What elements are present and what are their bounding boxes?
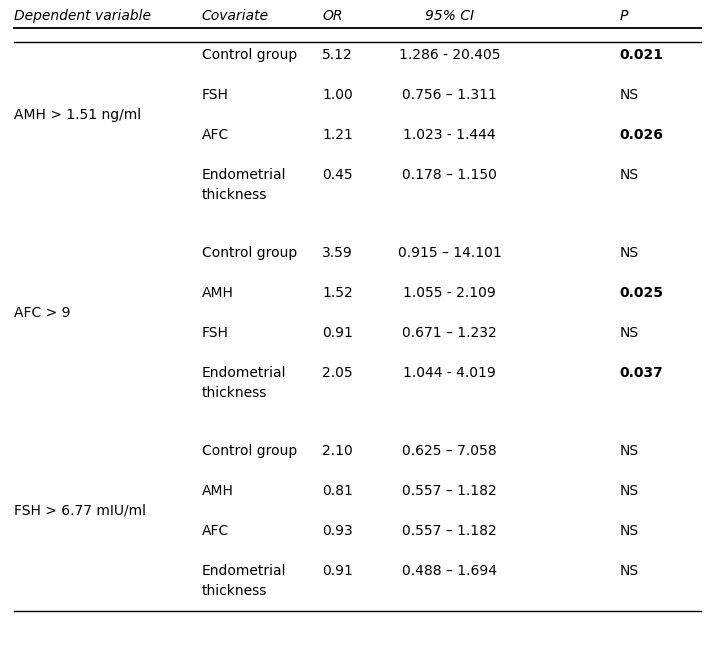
Text: 0.557 – 1.182: 0.557 – 1.182 (402, 524, 497, 538)
Text: NS: NS (620, 326, 639, 340)
Text: NS: NS (620, 88, 639, 102)
Text: 0.91: 0.91 (322, 326, 353, 340)
Text: 0.915 – 14.101: 0.915 – 14.101 (398, 246, 501, 260)
Text: FSH: FSH (202, 88, 229, 102)
Text: 1.00: 1.00 (322, 88, 353, 102)
Text: 0.81: 0.81 (322, 484, 353, 498)
Text: AMH: AMH (202, 484, 234, 498)
Text: 0.756 – 1.311: 0.756 – 1.311 (402, 88, 497, 102)
Text: 1.52: 1.52 (322, 286, 353, 300)
Text: AMH > 1.51 ng/ml: AMH > 1.51 ng/ml (14, 108, 142, 122)
Text: thickness: thickness (202, 188, 267, 202)
Text: 0.557 – 1.182: 0.557 – 1.182 (402, 484, 497, 498)
Text: FSH > 6.77 mIU/ml: FSH > 6.77 mIU/ml (14, 504, 146, 518)
Text: 0.488 – 1.694: 0.488 – 1.694 (402, 564, 497, 578)
Text: Control group: Control group (202, 444, 297, 458)
Text: NS: NS (620, 484, 639, 498)
Text: AMH: AMH (202, 286, 234, 300)
Text: 3.59: 3.59 (322, 246, 353, 260)
Text: 1.023 - 1.444: 1.023 - 1.444 (404, 128, 496, 142)
Text: 2.05: 2.05 (322, 366, 353, 380)
Text: 0.93: 0.93 (322, 524, 353, 538)
Text: Control group: Control group (202, 246, 297, 260)
Text: 0.021: 0.021 (620, 48, 663, 62)
Text: 1.21: 1.21 (322, 128, 353, 142)
Text: NS: NS (620, 524, 639, 538)
Text: 2.10: 2.10 (322, 444, 353, 458)
Text: 0.671 – 1.232: 0.671 – 1.232 (402, 326, 497, 340)
Text: 1.286 - 20.405: 1.286 - 20.405 (399, 48, 501, 62)
Text: 1.055 - 2.109: 1.055 - 2.109 (403, 286, 496, 300)
Text: thickness: thickness (202, 386, 267, 400)
Text: 1.044 - 4.019: 1.044 - 4.019 (403, 366, 496, 380)
Text: Endometrial: Endometrial (202, 168, 286, 182)
Text: 0.625 – 7.058: 0.625 – 7.058 (402, 444, 497, 458)
Text: 0.025: 0.025 (620, 286, 663, 300)
Text: OR: OR (322, 9, 343, 23)
Text: 95% CI: 95% CI (425, 9, 474, 23)
Text: Control group: Control group (202, 48, 297, 62)
Text: Dependent variable: Dependent variable (14, 9, 152, 23)
Text: 0.45: 0.45 (322, 168, 353, 182)
Text: 5.12: 5.12 (322, 48, 353, 62)
Text: FSH: FSH (202, 326, 229, 340)
Text: AFC: AFC (202, 128, 229, 142)
Text: Covariate: Covariate (202, 9, 269, 23)
Text: 0.037: 0.037 (620, 366, 663, 380)
Text: Endometrial: Endometrial (202, 366, 286, 380)
Text: 0.178 – 1.150: 0.178 – 1.150 (402, 168, 497, 182)
Text: NS: NS (620, 444, 639, 458)
Text: Endometrial: Endometrial (202, 564, 286, 578)
Text: 0.91: 0.91 (322, 564, 353, 578)
Text: 0.026: 0.026 (620, 128, 663, 142)
Text: P: P (620, 9, 628, 23)
Text: AFC > 9: AFC > 9 (14, 306, 71, 320)
Text: NS: NS (620, 564, 639, 578)
Text: NS: NS (620, 168, 639, 182)
Text: thickness: thickness (202, 584, 267, 598)
Text: AFC: AFC (202, 524, 229, 538)
Text: NS: NS (620, 246, 639, 260)
